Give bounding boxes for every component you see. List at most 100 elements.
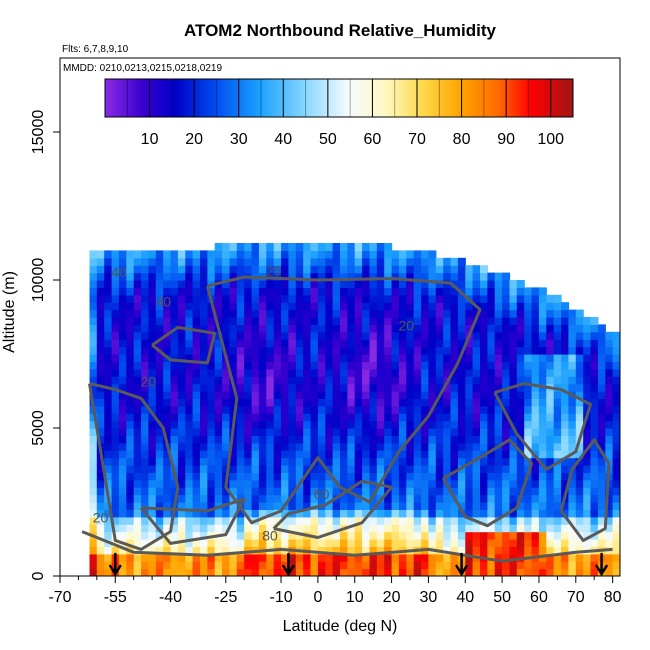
heat-cell [406,368,415,377]
heat-cell [347,280,356,288]
heat-cell [288,361,297,370]
heat-cell [502,346,511,355]
contour-line [272,479,394,539]
heat-cell [133,457,142,466]
heat-cell [524,383,533,392]
heat-cell [502,487,511,496]
heat-cell [516,376,525,385]
heat-cell [303,553,312,562]
heat-cell [538,294,547,303]
heat-cell [583,509,592,518]
heat-cell [340,272,348,281]
heat-cell [104,405,113,414]
heat-cell [457,531,466,540]
heat-cell [354,442,363,451]
heat-cell [391,531,400,540]
heat-cell [229,479,238,488]
heat-cell [457,309,466,318]
heat-cell [141,502,150,510]
heat-cell [435,494,444,503]
heat-cell [376,346,385,355]
heat-cell [494,405,503,414]
heat-cell [443,531,452,540]
heat-cell [229,309,238,318]
heat-cell [531,354,540,362]
heat-cell [148,405,157,414]
heat-cell [597,487,606,496]
heat-cell [421,494,430,503]
heat-cell [177,331,186,340]
heat-cell [391,398,400,407]
heat-cell [612,450,620,459]
heat-cell [435,280,444,288]
heat-cell [273,287,282,296]
heat-cell [457,265,466,274]
heat-cell [236,331,245,340]
heat-cell [435,435,444,444]
heat-cell [89,420,98,429]
heat-cell [575,457,584,466]
heat-cell [288,368,297,377]
heat-cell [281,450,290,459]
heat-cell [126,568,135,576]
heat-cell [487,465,496,473]
heat-cell [391,391,400,399]
x-tick-label: -25 [214,589,237,606]
heat-cell [192,428,201,436]
heat-cell [89,317,98,325]
heat-cell [531,509,540,518]
y-tick-label: 10000 [30,258,47,303]
heat-cell [303,287,312,296]
heat-cell [354,302,363,311]
heat-cell [516,546,525,555]
heat-cell [148,376,157,385]
heat-cell [575,509,584,518]
heat-cell [251,413,260,422]
heat-cell [597,368,606,377]
heat-cell [222,346,231,355]
heat-cell [391,553,400,562]
heat-cell [561,539,570,547]
heat-cell [428,442,437,451]
heat-cell [376,383,385,392]
heat-cell [273,472,282,481]
heat-cell [288,250,297,259]
heat-cell [502,442,511,451]
heat-cell [354,472,363,481]
heat-cell [443,457,452,466]
heat-cell [516,516,525,525]
heat-cell [148,553,157,562]
heat-cell [472,354,481,362]
heat-cell [281,428,290,436]
heat-cell [354,383,363,392]
heat-cell [96,428,105,436]
heat-cell [354,524,363,533]
heat-cell [421,479,430,488]
heat-cell [553,553,562,562]
heat-cell [133,250,142,259]
heat-cell [457,442,466,451]
heat-cell [192,265,201,274]
heat-cell [575,568,584,576]
heat-cell [612,553,620,562]
heat-cell [288,428,297,436]
heat-cell [266,309,275,318]
heat-cell [251,472,260,481]
heat-cell [531,539,540,547]
heat-cell [428,346,437,355]
heat-cell [553,428,562,436]
y-axis-title: Altitude (m) [1,271,18,353]
heat-cell [148,442,157,451]
heat-cell [575,472,584,481]
heat-cell [354,465,363,473]
heat-cell [192,250,201,259]
heat-cell [494,354,503,362]
heat-cell [236,516,245,525]
heat-cell [251,243,260,251]
heat-cell [398,354,407,362]
heat-cell [126,450,135,459]
heat-cell [295,502,304,510]
heat-cell [170,272,179,281]
heat-cell [487,568,496,576]
heat-cell [236,539,245,547]
